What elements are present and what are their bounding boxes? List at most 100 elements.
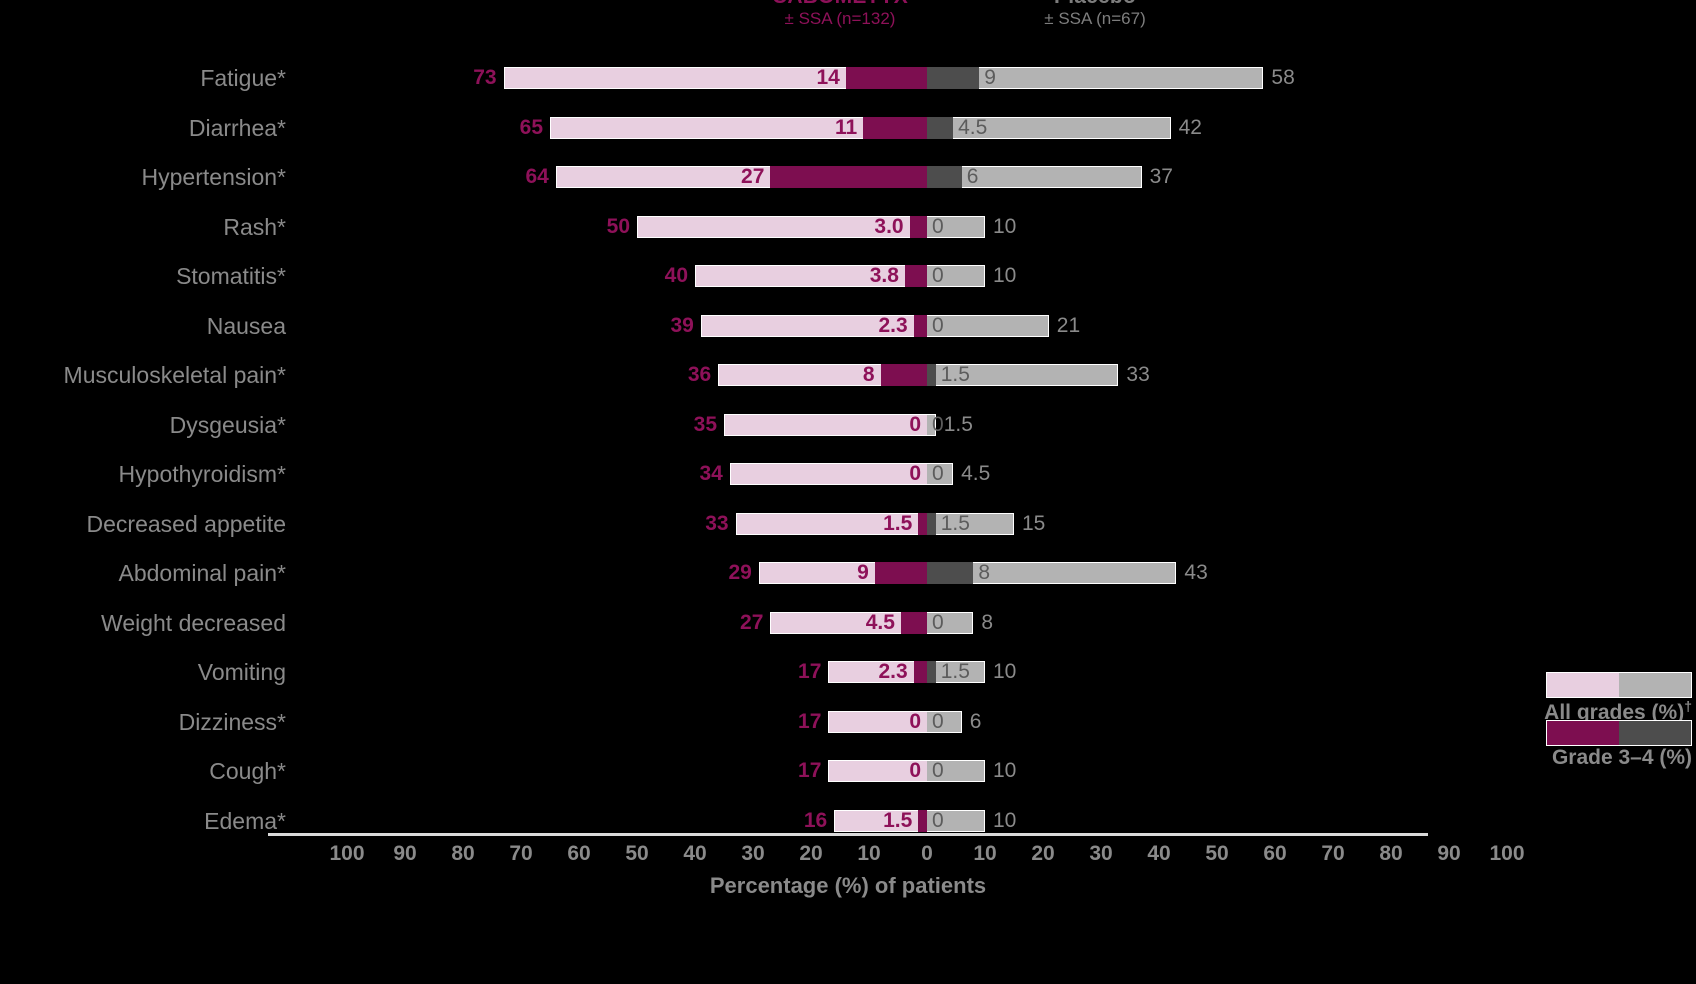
bar-cabometyx-grade-34 — [900, 611, 927, 634]
x-axis-title: Percentage (%) of patients — [709, 873, 987, 898]
chart-row: Dizziness* 17 0 0 6 — [0, 707, 1696, 737]
x-axis-line — [268, 833, 1428, 836]
x-axis-tick-label: 40 — [1147, 842, 1171, 865]
chart-row: Abdominal pain* 29 9 8 43 — [0, 558, 1696, 588]
chart-row: Musculoskeletal pain* 36 8 1.5 33 — [0, 360, 1696, 390]
bar-placebo-all-grades — [927, 463, 954, 485]
value-placebo-all-grades: 10 — [993, 660, 1017, 683]
x-axis-tick-label: 20 — [1031, 842, 1055, 865]
x-axis-tick-label: 70 — [509, 842, 533, 865]
value-placebo-grade-34: 0 — [932, 412, 944, 436]
bar-placebo-grade-34 — [927, 67, 980, 89]
bar-placebo-all-grades — [927, 710, 962, 733]
value-cabometyx-all-grades: 27 — [740, 610, 764, 634]
chart-row: Diarrhea* 65 11 4.5 42 — [0, 113, 1696, 143]
column-header-placebo: Placebo ± SSA (n=67) — [930, 0, 1260, 28]
value-cabometyx-all-grades: 17 — [798, 660, 822, 683]
x-axis-tick-label: 100 — [329, 842, 365, 865]
legend-swatch-all-grades-right — [1619, 672, 1692, 698]
value-placebo-all-grades: 10 — [993, 214, 1017, 238]
legend-swatch-grade-34 — [1546, 720, 1692, 746]
x-axis-tick-label: 60 — [1263, 842, 1287, 865]
row-label: Dizziness* — [178, 708, 286, 735]
legend-item-grade-34: Grade 3–4 (%) — [1430, 720, 1696, 769]
row-label: Vomiting — [197, 659, 286, 685]
value-cabometyx-all-grades: 29 — [728, 561, 752, 584]
row-label: Musculoskeletal pain* — [63, 362, 286, 388]
chart-row: Weight decreased 27 4.5 0 8 — [0, 608, 1696, 638]
bar-cabometyx-all-grades — [834, 809, 927, 832]
bar-placebo-all-grades — [927, 562, 1177, 584]
value-placebo-all-grades: 33 — [1126, 363, 1150, 386]
bar-cabometyx-all-grades — [724, 413, 927, 436]
value-placebo-grade-34: 1.5 — [940, 363, 970, 386]
x-axis-tick-label: 0 — [921, 842, 933, 865]
bar-placebo-all-grades — [927, 760, 985, 782]
value-cabometyx-all-grades: 65 — [519, 115, 543, 139]
value-cabometyx-all-grades: 64 — [525, 165, 549, 188]
row-label: Edema* — [204, 807, 286, 834]
bar-placebo-all-grades — [927, 265, 985, 287]
value-cabometyx-all-grades: 39 — [670, 313, 694, 337]
bar-cabometyx-all-grades — [729, 463, 927, 485]
bar-placebo-all-grades — [927, 116, 1171, 139]
bar-placebo-grade-34 — [927, 512, 936, 535]
row-label: Weight decreased — [101, 609, 286, 636]
bar-placebo-all-grades — [927, 364, 1119, 386]
x-axis-tick-label: 80 — [451, 842, 475, 865]
value-placebo-grade-34: 0 — [932, 808, 944, 832]
column-header-cabometyx: CABOMETYX ± SSA (n=132) — [680, 0, 1000, 28]
bar-cabometyx-grade-34 — [918, 809, 927, 832]
value-placebo-grade-34: 0 — [932, 759, 944, 782]
x-axis-tick-label: 50 — [1205, 842, 1229, 865]
chart-row: Dysgeusia* 35 0 0 1.5 — [0, 410, 1696, 440]
bar-cabometyx-grade-34 — [904, 265, 927, 287]
legend-swatch-all-grades — [1546, 672, 1692, 698]
bar-cabometyx-all-grades — [695, 265, 927, 287]
bar-placebo-grade-34 — [927, 116, 954, 139]
value-placebo-all-grades: 37 — [1149, 165, 1173, 188]
value-cabometyx-grade-34: 11 — [834, 115, 858, 139]
value-placebo-grade-34: 9 — [984, 66, 996, 89]
value-cabometyx-all-grades: 33 — [705, 511, 729, 535]
bar-cabometyx-all-grades — [735, 512, 927, 535]
row-label: Cough* — [209, 758, 286, 784]
value-cabometyx-all-grades: 34 — [699, 462, 723, 485]
placebo-subtitle: ± SSA (n=67) — [1044, 9, 1146, 29]
value-placebo-grade-34: 0 — [932, 610, 944, 634]
bar-cabometyx-all-grades — [700, 314, 927, 337]
x-axis-tick-label: 100 — [1489, 842, 1525, 865]
row-label: Nausea — [206, 312, 286, 339]
bar-cabometyx-grade-34 — [909, 215, 927, 238]
value-placebo-grade-34: 1.5 — [940, 511, 970, 535]
bar-cabometyx-all-grades — [828, 710, 927, 733]
row-label: Hypertension* — [141, 164, 286, 190]
bar-placebo-grade-34 — [927, 661, 936, 683]
bar-cabometyx-grade-34 — [770, 166, 927, 188]
bar-cabometyx-all-grades — [718, 364, 927, 386]
value-placebo-grade-34: 0 — [932, 264, 944, 287]
bar-cabometyx-all-grades — [550, 116, 927, 139]
bar-placebo-all-grades — [927, 611, 974, 634]
bar-placebo-grade-34 — [927, 166, 962, 188]
value-cabometyx-all-grades: 36 — [687, 363, 712, 386]
chart-row: Vomiting 17 2.3 1.5 10 — [0, 657, 1696, 687]
value-cabometyx-all-grades: 17 — [798, 709, 822, 733]
bar-placebo-all-grades — [927, 67, 1264, 89]
chart-row: Hypothyroidism* 34 0 0 4.5 — [0, 459, 1696, 489]
placebo-title: Placebo — [930, 0, 1260, 8]
bar-cabometyx-grade-34 — [913, 661, 927, 683]
value-placebo-all-grades: 1.5 — [943, 412, 973, 436]
value-placebo-all-grades: 8 — [981, 610, 994, 634]
x-axis-tick-label: 30 — [741, 842, 765, 865]
value-cabometyx-all-grades: 73 — [473, 66, 497, 89]
x-axis-tick-label: 80 — [1379, 842, 1403, 865]
value-cabometyx-all-grades: 17 — [798, 759, 822, 782]
bar-cabometyx-all-grades — [637, 215, 927, 238]
value-cabometyx-all-grades: 16 — [803, 808, 828, 832]
row-label: Hypothyroidism* — [118, 461, 286, 487]
x-axis-tick-label: 20 — [799, 842, 823, 865]
cabometyx-subtitle: ± SSA (n=132) — [784, 9, 896, 29]
legend-swatch-grade-34-left — [1546, 720, 1619, 746]
value-cabometyx-grade-34: 3.8 — [869, 264, 899, 287]
